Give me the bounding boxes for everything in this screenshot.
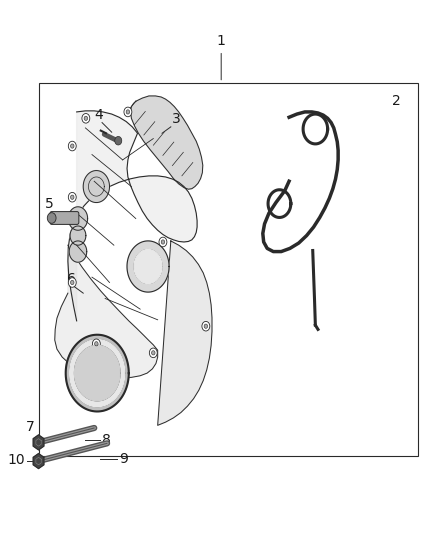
Polygon shape: [70, 226, 86, 245]
Circle shape: [71, 195, 74, 199]
Circle shape: [204, 324, 208, 328]
Polygon shape: [68, 207, 88, 230]
Circle shape: [47, 213, 56, 223]
Circle shape: [68, 141, 76, 151]
Text: 8: 8: [102, 433, 110, 447]
Polygon shape: [158, 241, 212, 425]
Polygon shape: [70, 340, 125, 407]
Text: 2: 2: [392, 94, 401, 108]
Polygon shape: [66, 335, 129, 411]
Circle shape: [92, 339, 100, 349]
Circle shape: [124, 107, 132, 117]
Circle shape: [84, 116, 88, 120]
Bar: [39, 83, 418, 456]
Circle shape: [159, 237, 167, 247]
Circle shape: [82, 114, 90, 123]
Polygon shape: [83, 171, 110, 203]
Circle shape: [126, 110, 130, 114]
Circle shape: [149, 348, 157, 358]
Text: 9: 9: [119, 453, 128, 466]
Circle shape: [161, 240, 165, 244]
Text: 3: 3: [172, 112, 181, 126]
Polygon shape: [131, 96, 203, 189]
Circle shape: [95, 342, 98, 346]
Polygon shape: [33, 435, 44, 450]
Polygon shape: [33, 454, 44, 469]
Text: 7: 7: [25, 421, 34, 434]
Polygon shape: [74, 345, 120, 401]
Text: 1: 1: [217, 34, 226, 48]
Circle shape: [115, 136, 122, 145]
Text: 5: 5: [45, 197, 53, 211]
Circle shape: [152, 351, 155, 355]
Text: 6: 6: [67, 272, 76, 286]
Circle shape: [71, 144, 74, 148]
Circle shape: [71, 280, 74, 285]
Circle shape: [202, 321, 210, 331]
Polygon shape: [127, 241, 169, 292]
Text: 4: 4: [94, 108, 103, 122]
Circle shape: [68, 278, 76, 287]
FancyBboxPatch shape: [50, 212, 79, 224]
Polygon shape: [69, 241, 87, 262]
Text: 10: 10: [8, 453, 25, 467]
Polygon shape: [68, 111, 197, 321]
Circle shape: [68, 192, 76, 202]
Polygon shape: [55, 245, 158, 378]
Polygon shape: [134, 249, 162, 284]
